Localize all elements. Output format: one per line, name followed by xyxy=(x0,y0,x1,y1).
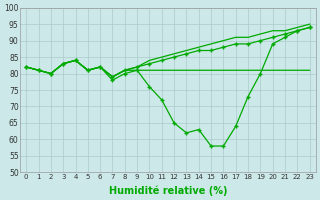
X-axis label: Humidité relative (%): Humidité relative (%) xyxy=(109,185,227,196)
